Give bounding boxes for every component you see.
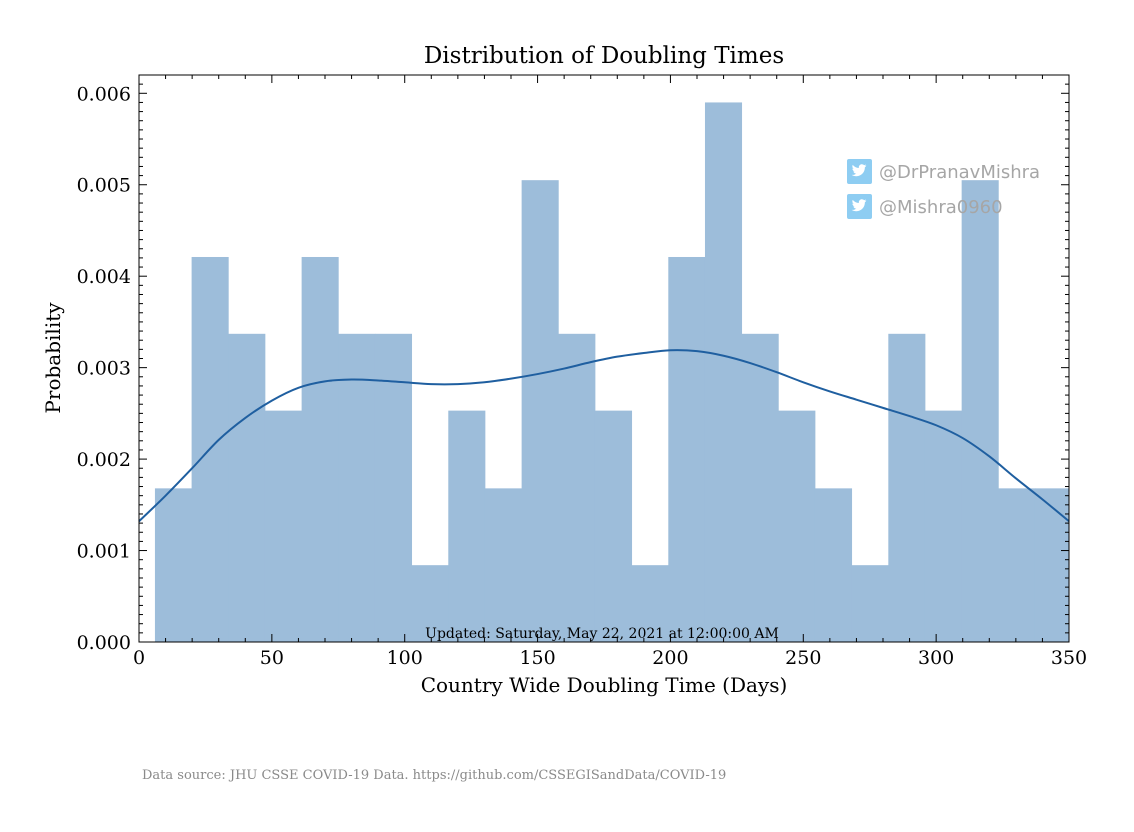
axis-ticks: 0 50 100 150 200 250 300 350 0.000 0.001 0.002 0.00… (77, 75, 1087, 669)
histogram-bar (998, 488, 1036, 642)
y-axis-label: Probability (41, 302, 65, 414)
chart-title: Distribution of Doubling Times (424, 43, 784, 69)
x-tick-label: 300 (918, 647, 954, 669)
y-tick-label: 0.003 (77, 358, 131, 380)
histogram-bar (448, 410, 486, 642)
histogram-bar (411, 565, 449, 642)
histogram-bar (264, 410, 303, 642)
x-tick-label: 350 (1051, 647, 1087, 669)
twitter-icon (847, 159, 872, 184)
histogram-bar (228, 333, 266, 642)
histogram-bar (521, 180, 559, 643)
histogram-bar (631, 565, 669, 642)
twitter-handle: @DrPranavMishra (879, 162, 1040, 183)
histogram-bar (484, 488, 523, 642)
histogram-bar (741, 333, 779, 642)
x-tick-label: 250 (785, 647, 821, 669)
histogram-bar (888, 333, 926, 642)
histogram-bar (814, 488, 853, 642)
histogram-bar (558, 333, 596, 642)
x-tick-label: 200 (652, 647, 688, 669)
y-tick-label: 0.000 (77, 632, 131, 654)
twitter-icon (847, 194, 872, 219)
histogram-bar (778, 410, 816, 642)
histogram-bar (704, 102, 743, 642)
x-tick-label: 100 (387, 647, 423, 669)
twitter-handle: @Mishra0960 (879, 197, 1003, 218)
y-tick-label: 0.004 (77, 266, 131, 288)
histogram-bar (924, 410, 963, 642)
y-tick-label: 0.005 (77, 175, 131, 197)
histogram-bar (668, 256, 706, 642)
x-axis-label: Country Wide Doubling Time (Days) (421, 673, 788, 697)
x-tick-label: 0 (133, 647, 145, 669)
histogram-bar (1034, 488, 1070, 642)
y-tick-label: 0.002 (77, 449, 131, 471)
y-tick-label: 0.006 (77, 83, 131, 105)
watermark: @DrPranavMishra @Mishra0960 (847, 159, 1040, 219)
histogram-bar (961, 180, 999, 643)
histogram-bar (594, 410, 633, 642)
y-tick-label: 0.001 (77, 541, 131, 563)
histogram-bar (154, 488, 193, 642)
histogram-bar (338, 333, 376, 642)
data-source-note: Data source: JHU CSSE COVID-19 Data. htt… (142, 768, 726, 783)
histogram-bars (154, 102, 1070, 643)
histogram-bar (851, 565, 889, 642)
x-tick-label: 150 (519, 647, 555, 669)
x-tick-label: 50 (260, 647, 284, 669)
histogram-bar (301, 256, 339, 642)
histogram-bar (374, 333, 413, 642)
kde-curve (138, 349, 1070, 523)
updated-timestamp: Updated: Saturday, May 22, 2021 at 12:00… (425, 626, 779, 642)
